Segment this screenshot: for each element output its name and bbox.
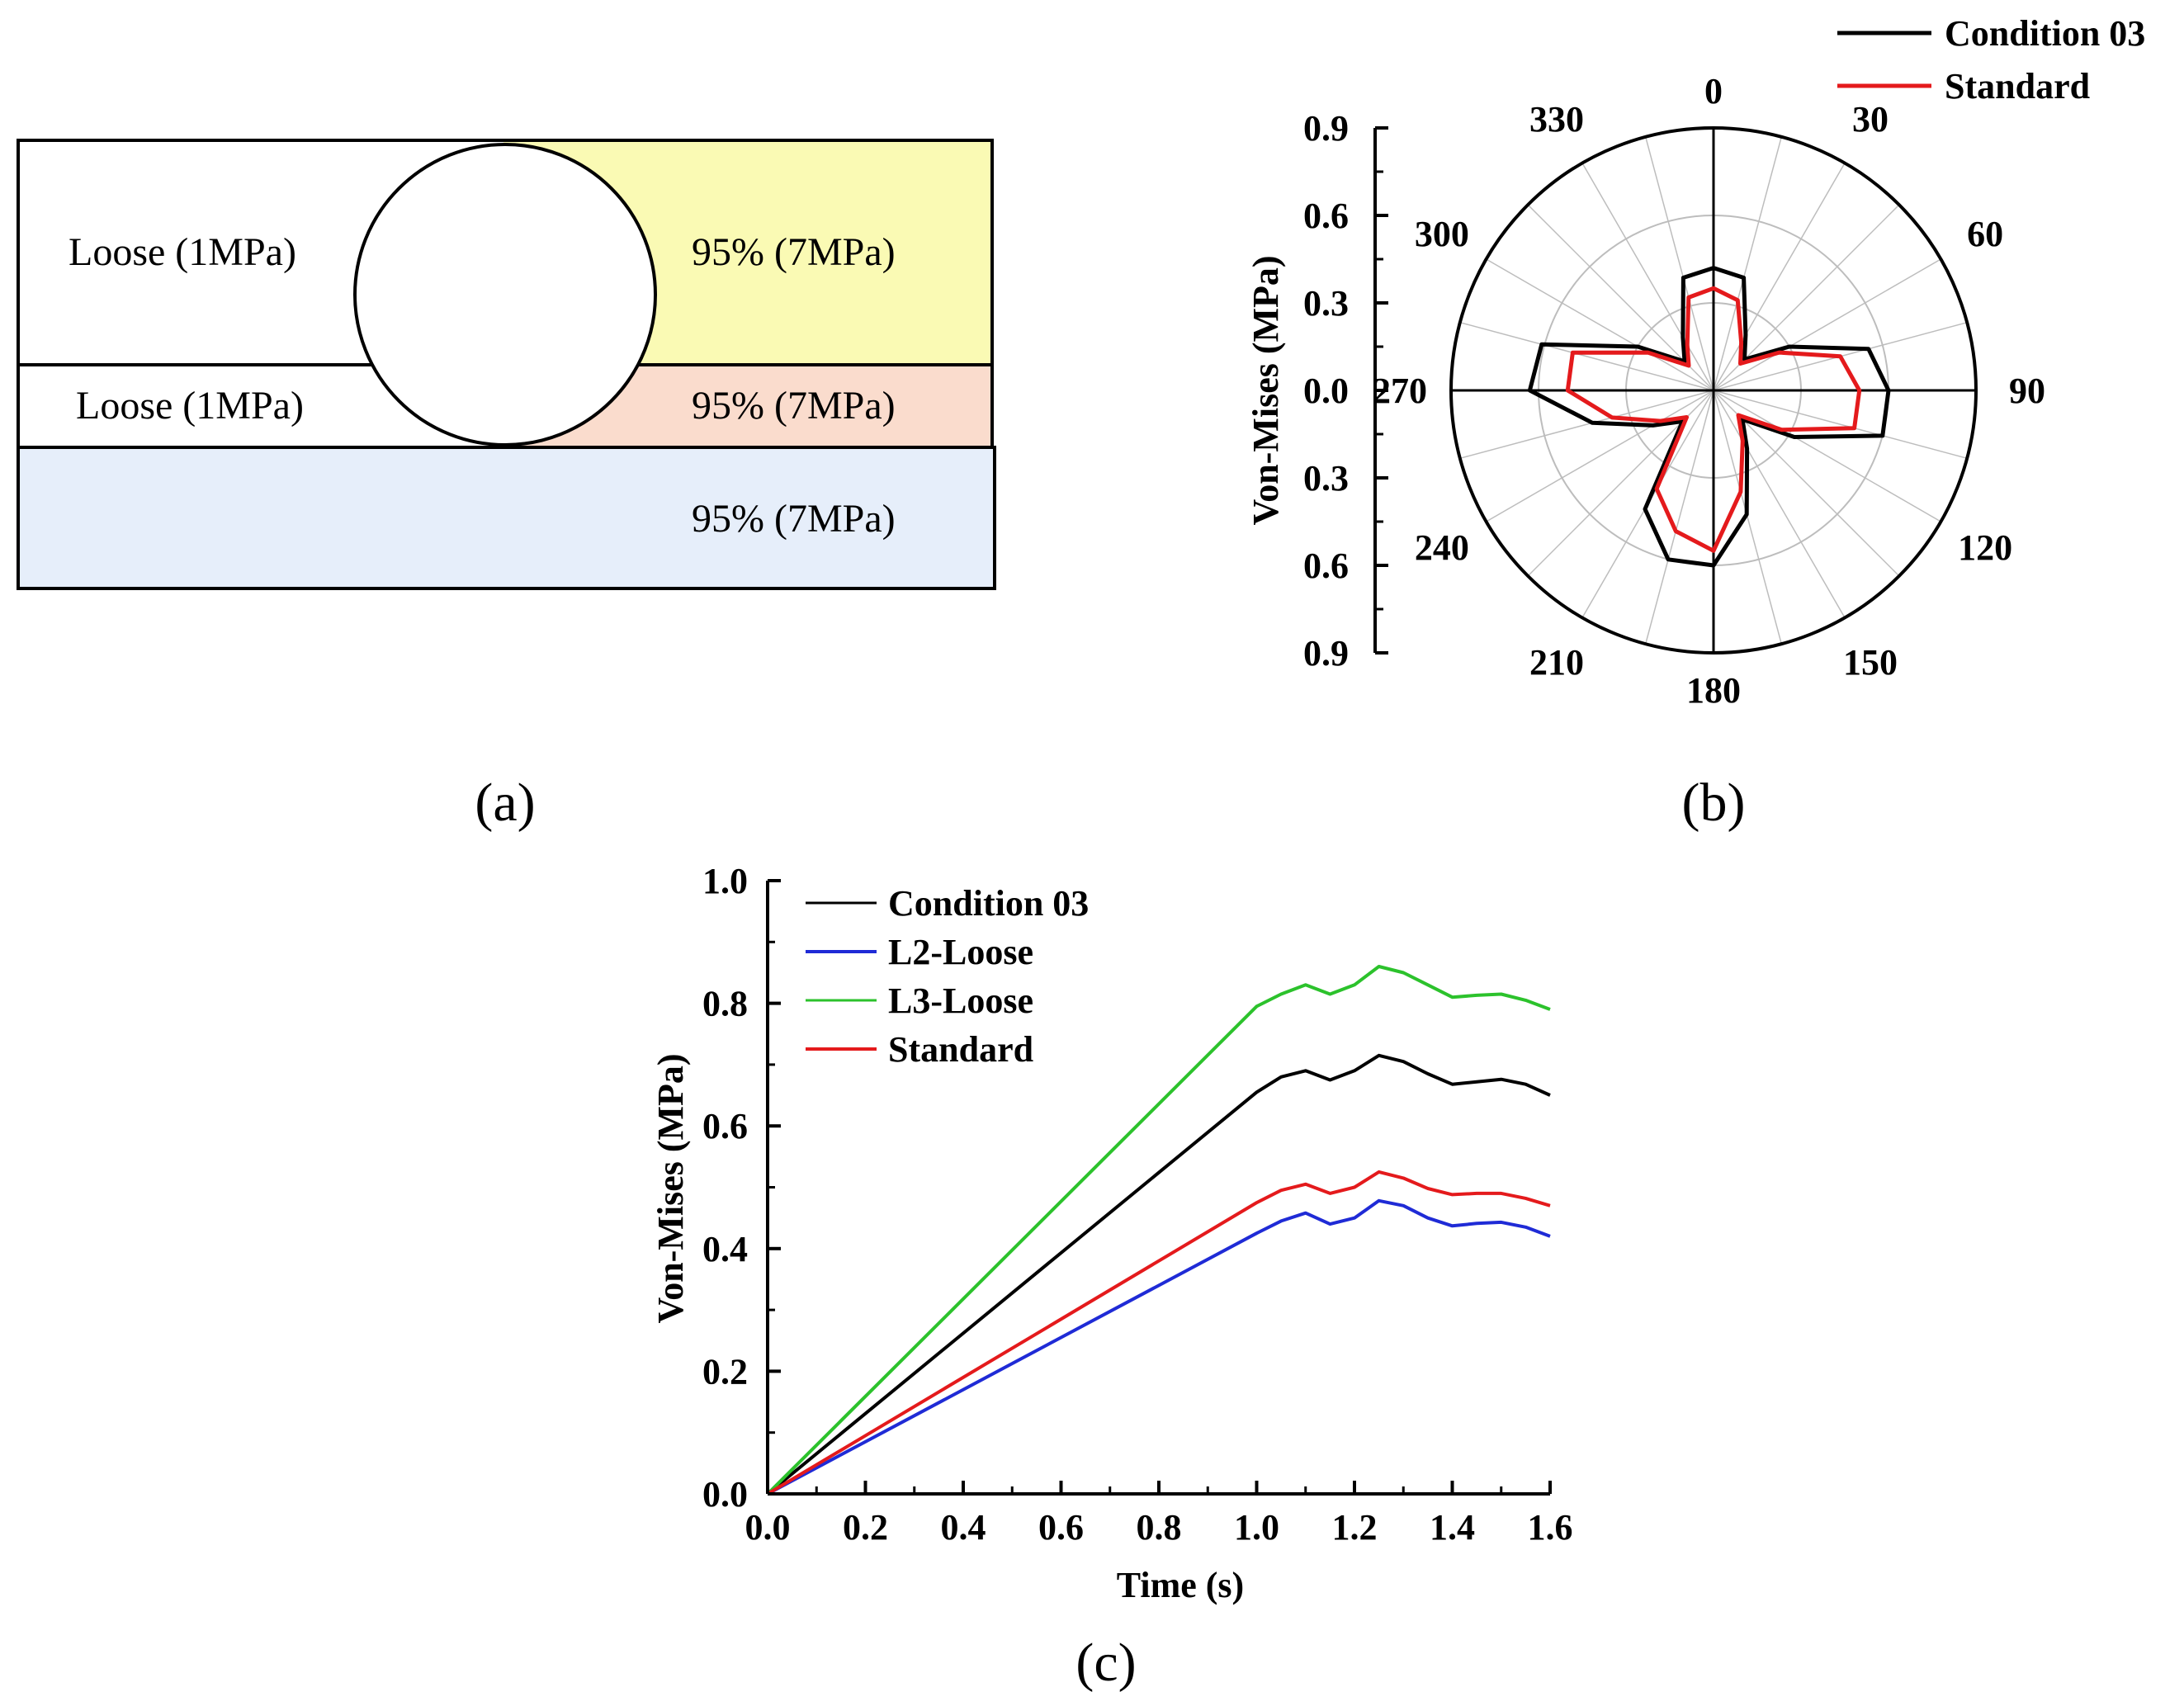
polar-spoke-240: [1486, 390, 1714, 522]
line-xlabel: Time (s): [1117, 1565, 1244, 1605]
polar-angle-label-330: 330: [1529, 99, 1584, 139]
polar-angle-label-90: 90: [2009, 371, 2045, 411]
radial-tick-label-upper-3: 0.0: [1303, 371, 1349, 411]
polar-spoke-165: [1713, 390, 1783, 645]
x-tick-label-0: 0.0: [745, 1507, 791, 1548]
blue-region: [18, 447, 995, 588]
y-tick-label-1: 0.2: [702, 1351, 748, 1392]
pipe-circle: [353, 143, 657, 447]
y-tick-label-3: 0.6: [702, 1106, 748, 1146]
polar-legend-condition03: Condition 03: [1945, 13, 2145, 54]
line-legend-l3-loose: L3-Loose: [888, 981, 1033, 1021]
polar-series-standard: [1565, 286, 1862, 553]
panel-label-b: (b): [1682, 773, 1746, 833]
polar-angle-label-120: 120: [1958, 527, 2012, 568]
polar-spoke-330: [1581, 163, 1714, 391]
x-tick-label-2: 0.4: [941, 1507, 986, 1548]
x-tick-label-3: 0.6: [1038, 1507, 1084, 1548]
x-tick-label-1: 0.2: [843, 1507, 888, 1548]
radial-tick-label-lower-1: 0.6: [1303, 546, 1349, 586]
line-legend-standard: Standard: [888, 1029, 1033, 1070]
x-tick-label-5: 1.0: [1234, 1507, 1279, 1548]
panel-label-a: (a): [475, 773, 535, 833]
radial-tick-label-upper-1: 0.6: [1303, 196, 1349, 236]
y-tick-label-0: 0.0: [702, 1474, 748, 1515]
polar-series-condition-03: [1527, 266, 1891, 568]
y-tick-label-4: 0.8: [702, 984, 748, 1024]
line-series-l3-loose: [766, 965, 1551, 1496]
polar-legend-standard: Standard: [1945, 66, 2090, 106]
line-series-standard: [766, 1170, 1551, 1496]
polar-angle-label-30: 30: [1852, 99, 1889, 139]
panel-c-line-chart: 0.0 0.2 0.4 0.6 0.8 1.0 1.2 1.4 1.6 0.0 0.2 0.4 0.6 0…: [650, 861, 1573, 1605]
line-ticks: 0.0 0.2 0.4 0.6 0.8 1.0 1.2 1.4 1.6 0.0 0.2 0.4 0.6 0…: [702, 861, 1573, 1548]
line-series: [766, 965, 1551, 1496]
line-legend-condition03: Condition 03: [888, 883, 1089, 924]
bottom-frame: [17, 446, 996, 590]
line-series-l2-loose: [767, 1198, 1551, 1496]
x-tick-label-4: 0.8: [1137, 1507, 1182, 1548]
polar-angle-label-150: 150: [1843, 642, 1898, 683]
polar-outer-circle: [1449, 126, 1978, 655]
polar-spoke-105: [1713, 390, 1968, 460]
polar-angle-label-0: 0: [1704, 71, 1723, 111]
polar-angle-label-240: 240: [1415, 527, 1469, 568]
x-tick-label-7: 1.4: [1430, 1507, 1475, 1548]
upper-right-label: 95% (7MPa): [692, 230, 896, 274]
polar-ylabel: Von-Mises (MPa): [1246, 255, 1286, 525]
line-ylabel: Von-Mises (MPa): [650, 1053, 691, 1323]
y-tick-label-2: 0.4: [702, 1229, 748, 1269]
bottom-label: 95% (7MPa): [692, 497, 896, 541]
radial-ticks: 0.9 0.6 0.3 0.0 0.3 0.6 0.9: [1303, 108, 1388, 673]
polar-angle-label-60: 60: [1967, 214, 2003, 254]
radial-tick-label-lower-2: 0.9: [1303, 633, 1349, 673]
polar-spoke-255: [1459, 390, 1714, 460]
upper-left-label: Loose (1MPa): [69, 230, 296, 274]
x-tick-label-6: 1.2: [1332, 1507, 1378, 1548]
panel-label-c: (c): [1075, 1633, 1136, 1693]
middle-left-label: Loose (1MPa): [76, 384, 304, 428]
middle-right-label: 95% (7MPa): [692, 384, 896, 428]
polar-spoke-30: [1713, 163, 1846, 391]
polar-spoke-345: [1644, 136, 1714, 391]
polar-angle-label-210: 210: [1529, 642, 1584, 683]
polar-spoke-285: [1459, 321, 1714, 391]
line-series-condition-03: [766, 1053, 1551, 1496]
polar-angle-label-180: 180: [1686, 670, 1741, 711]
polar-spoke-300: [1486, 258, 1714, 391]
line-legend-l2-loose: L2-Loose: [888, 932, 1033, 972]
radial-tick-label-lower-0: 0.3: [1303, 458, 1349, 499]
polar-series: [1527, 266, 1891, 568]
panel-a-diagram: Loose (1MPa) 95% (7MPa) Loose (1MPa) 95%…: [17, 139, 996, 590]
polar-spoke-60: [1713, 258, 1941, 391]
polar-spoke-195: [1644, 390, 1714, 645]
radial-tick-label-upper-2: 0.3: [1303, 283, 1349, 324]
polar-spoke-120: [1713, 390, 1941, 522]
polar-spoke-15: [1713, 136, 1783, 391]
x-tick-label-8: 1.6: [1528, 1507, 1573, 1548]
y-tick-label-5: 1.0: [702, 861, 748, 901]
polar-spoke-150: [1713, 390, 1846, 618]
polar-angle-label-300: 300: [1415, 214, 1469, 254]
radial-tick-label-upper-0: 0.9: [1303, 108, 1349, 149]
